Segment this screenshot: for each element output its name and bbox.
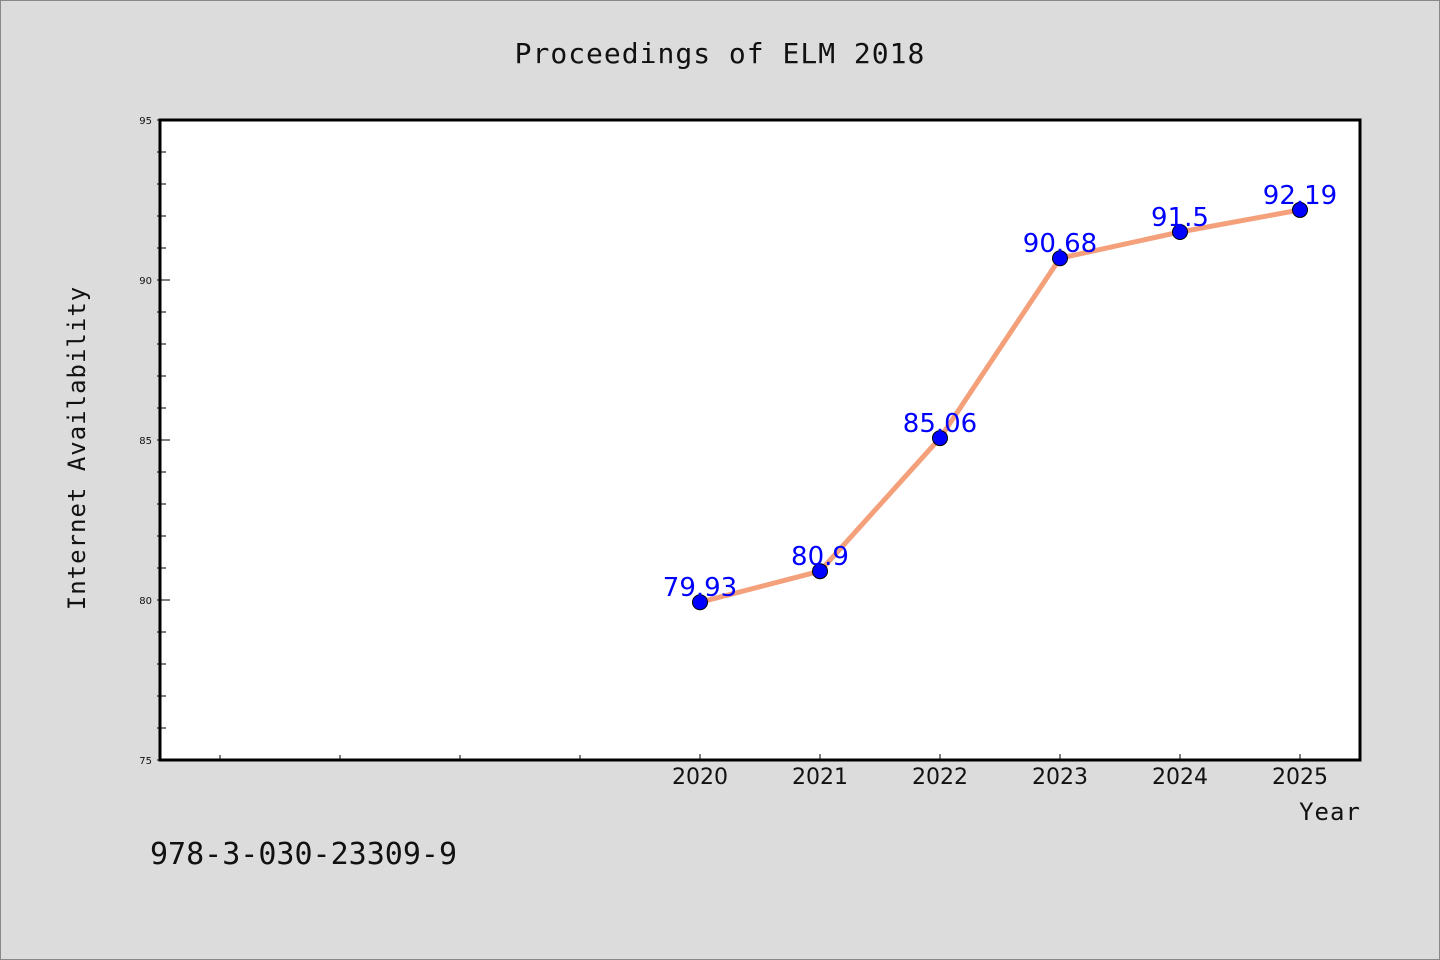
data-point-marker (1172, 224, 1188, 240)
y-tick-label: 85 (139, 436, 152, 447)
y-tick-label: 75 (139, 756, 152, 767)
x-tick-label: 2022 (912, 765, 968, 790)
y-tick-label: 95 (139, 116, 152, 127)
data-point-marker (812, 563, 828, 580)
plot-area (160, 120, 1360, 760)
data-point-marker (1052, 250, 1068, 267)
x-tick-label: 2021 (792, 765, 848, 790)
x-tick-label: 2023 (1032, 765, 1088, 790)
data-label: 90.68 (1023, 229, 1097, 259)
axis-ticks: 75 80 85 90 95 2020 2021 2022 2023 2024 2025 (139, 116, 1328, 790)
isbn-text: 978-3-030-23309-9 (150, 837, 457, 872)
data-label: 80.9 (791, 542, 849, 572)
y-axis-label: Internet Availability (63, 286, 91, 610)
x-axis-label: Year (1299, 798, 1361, 826)
x-tick-label: 2020 (672, 765, 728, 790)
data-labels-layer: 79.93 80.9 85.06 90.68 91.5 92.19 (663, 181, 1337, 603)
data-point-marker (692, 594, 708, 611)
data-label: 85.06 (903, 409, 977, 439)
data-label: 92.19 (1263, 181, 1337, 211)
series-layer (692, 201, 1308, 611)
y-tick-label: 80 (139, 596, 152, 607)
data-label: 91.5 (1151, 203, 1209, 233)
data-point-marker (932, 430, 948, 447)
data-label: 79.93 (663, 573, 737, 603)
data-point-marker (1292, 201, 1308, 218)
series-line (697, 207, 1303, 605)
chart-title: Proceedings of ELM 2018 (515, 37, 926, 70)
plot-frame (158, 118, 1362, 762)
x-tick-label: 2024 (1152, 765, 1208, 790)
x-tick-label: 2025 (1272, 765, 1328, 790)
y-tick-label: 90 (139, 276, 152, 287)
